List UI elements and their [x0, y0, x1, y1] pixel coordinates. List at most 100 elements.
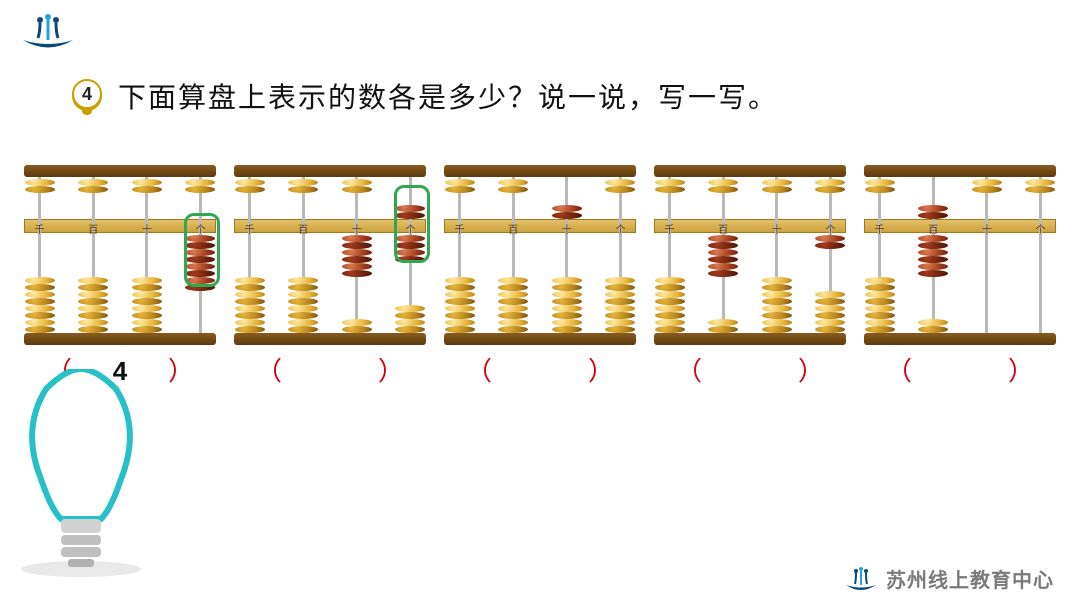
abacus-rod: 个	[1039, 177, 1042, 333]
abacus-rod: 千	[458, 177, 461, 333]
question-number-badge: 4	[70, 77, 104, 115]
earth-bead	[708, 263, 738, 277]
abacus-rod: 十	[145, 177, 148, 333]
abacus-rod: 十	[565, 177, 568, 333]
rod-label: 千	[245, 221, 255, 236]
rod-label: 百	[298, 221, 308, 236]
earth-bead	[865, 319, 895, 333]
earth-bead	[25, 277, 55, 291]
earth-bead	[78, 305, 108, 319]
heaven-bead	[1025, 179, 1055, 193]
earth-bead	[865, 291, 895, 305]
abacus-row: 千百十个（4）千百十个（）千百十个（）千百十个（）千百十个（）	[24, 165, 1056, 388]
abacus-rod: 百	[722, 177, 725, 333]
earth-bead	[498, 277, 528, 291]
earth-bead	[395, 305, 425, 319]
rod-label: 十	[772, 221, 782, 236]
rod-label: 个	[1035, 221, 1045, 236]
heaven-bead	[708, 179, 738, 193]
question-text: 下面算盘上表示的数各是多少？说一说，写一写。	[118, 76, 778, 116]
earth-bead	[132, 291, 162, 305]
question-row: 4 下面算盘上表示的数各是多少？说一说，写一写。	[70, 76, 778, 116]
earth-bead	[815, 305, 845, 319]
earth-bead	[655, 319, 685, 333]
abacus-rod: 个	[619, 177, 622, 333]
earth-bead	[552, 277, 582, 291]
footer-logo-icon	[844, 565, 878, 593]
rod-label: 百	[928, 221, 938, 236]
earth-bead	[918, 235, 948, 249]
abacus-rod: 十	[355, 177, 358, 333]
answer-slot: （）	[444, 345, 636, 388]
earth-bead	[288, 319, 318, 333]
earth-bead	[288, 277, 318, 291]
paren-right: ）	[588, 351, 614, 388]
heaven-bead	[185, 179, 215, 193]
earth-bead	[445, 277, 475, 291]
heaven-bead	[288, 179, 318, 193]
highlight-box	[184, 213, 220, 287]
earth-bead	[395, 319, 425, 333]
earth-bead	[708, 249, 738, 263]
earth-bead	[708, 319, 738, 333]
heaven-bead	[762, 179, 792, 193]
rod-label: 千	[665, 221, 675, 236]
earth-bead	[605, 319, 635, 333]
heaven-bead	[445, 179, 475, 193]
earth-bead	[762, 319, 792, 333]
earth-bead	[445, 319, 475, 333]
heaven-bead	[918, 205, 948, 219]
answer-slot: （）	[654, 345, 846, 388]
abacus: 千百十个（）	[864, 165, 1056, 388]
answer-slot: （）	[234, 345, 426, 388]
earth-bead	[762, 277, 792, 291]
rod-label: 千	[455, 221, 465, 236]
heaven-bead	[78, 179, 108, 193]
earth-bead	[762, 291, 792, 305]
earth-bead	[498, 319, 528, 333]
rod-label: 个	[825, 221, 835, 236]
earth-bead	[342, 235, 372, 249]
paren-right: ）	[1008, 351, 1034, 388]
heaven-bead	[235, 179, 265, 193]
earth-bead	[235, 319, 265, 333]
abacus: 千百十个（4）	[24, 165, 216, 388]
abacus-rod: 千	[878, 177, 881, 333]
earth-bead	[655, 305, 685, 319]
paren-left: （	[676, 351, 702, 388]
paren-right: ）	[378, 351, 404, 388]
earth-bead	[762, 305, 792, 319]
earth-bead	[445, 291, 475, 305]
paren-left: （	[886, 351, 912, 388]
earth-bead	[918, 249, 948, 263]
earth-bead	[815, 291, 845, 305]
abacus: 千百十个（）	[654, 165, 846, 388]
paren-right: ）	[168, 351, 194, 388]
earth-bead	[25, 291, 55, 305]
earth-bead	[445, 305, 475, 319]
brand-logo	[18, 10, 78, 55]
earth-bead	[288, 291, 318, 305]
earth-bead	[655, 291, 685, 305]
earth-bead	[865, 305, 895, 319]
answer-slot: （）	[864, 345, 1056, 388]
rod-label: 百	[508, 221, 518, 236]
paren-right: ）	[798, 351, 824, 388]
earth-bead	[78, 291, 108, 305]
abacus-rod: 千	[248, 177, 251, 333]
heaven-bead	[655, 179, 685, 193]
earth-bead	[132, 305, 162, 319]
heaven-bead	[498, 179, 528, 193]
heaven-bead	[815, 179, 845, 193]
abacus-rod: 百	[932, 177, 935, 333]
earth-bead	[605, 291, 635, 305]
paren-left: （	[256, 351, 282, 388]
earth-bead	[815, 319, 845, 333]
rod-label: 十	[982, 221, 992, 236]
footer-text: 苏州线上教育中心	[886, 564, 1054, 593]
earth-bead	[78, 277, 108, 291]
abacus-rod: 百	[92, 177, 95, 333]
abacus-rod: 千	[668, 177, 671, 333]
earth-bead	[235, 291, 265, 305]
earth-bead	[918, 319, 948, 333]
